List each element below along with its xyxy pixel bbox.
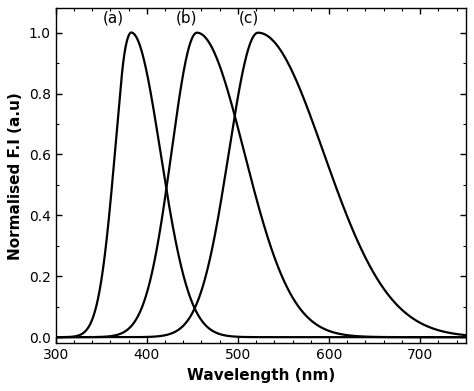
X-axis label: Wavelength (nm): Wavelength (nm) [187,368,335,383]
Text: (b): (b) [175,10,197,25]
Y-axis label: Normalised F.I (a.u): Normalised F.I (a.u) [9,92,23,260]
Text: (a): (a) [102,10,124,25]
Text: (c): (c) [239,10,259,25]
